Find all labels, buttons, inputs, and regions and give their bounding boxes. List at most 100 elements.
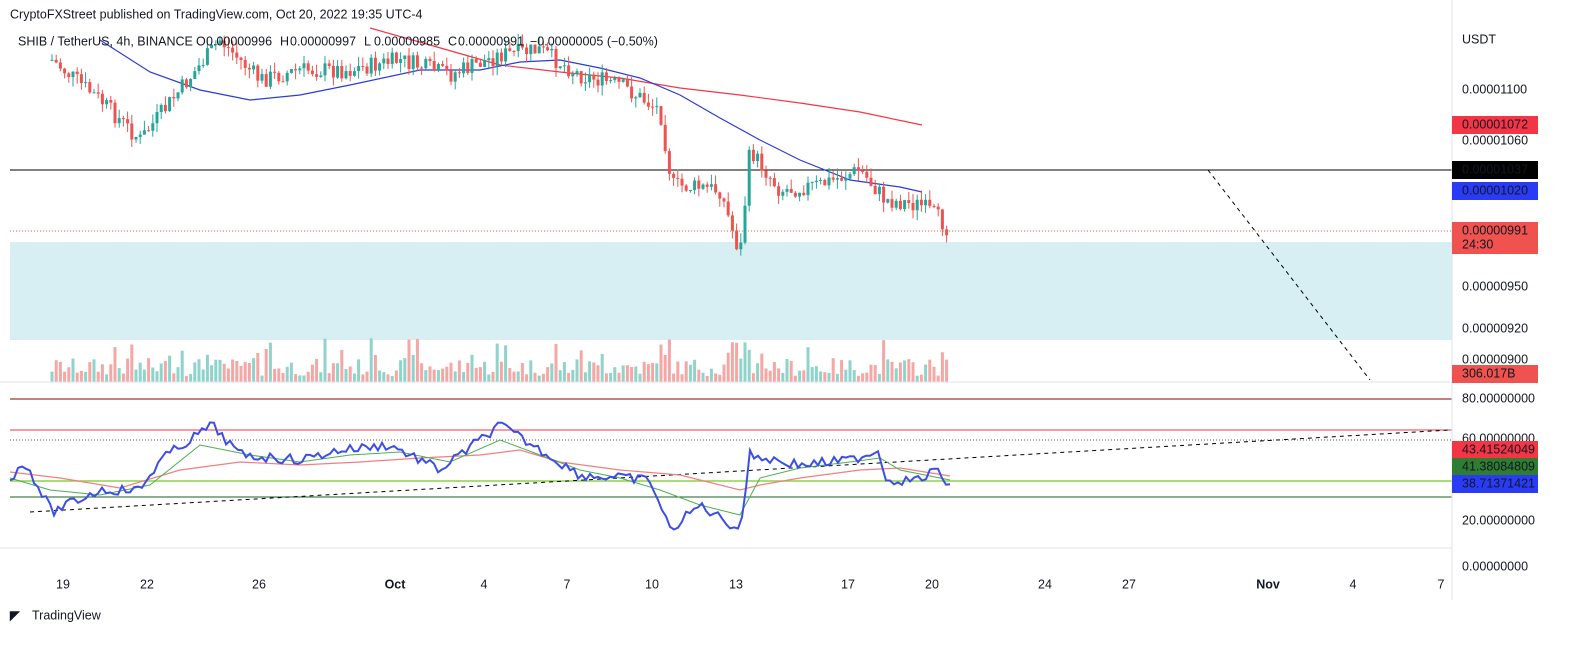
volume — [50, 338, 949, 382]
candle-body — [903, 200, 907, 210]
candle-body — [109, 100, 113, 103]
candle-body — [54, 59, 58, 63]
ma-50 — [99, 39, 923, 193]
candle-body — [323, 63, 327, 76]
candle-body — [714, 184, 718, 193]
ohlc-key: H — [280, 34, 289, 48]
candle-body — [151, 123, 155, 131]
candle-body — [659, 106, 663, 125]
candle-body — [861, 170, 865, 172]
symbol: SHIB / TetherUS, 4h, BINANCE — [18, 34, 193, 48]
volume-bar — [151, 367, 155, 382]
candle-body — [810, 182, 814, 184]
candle-body — [243, 59, 247, 68]
countdown: 24:30 — [1462, 237, 1493, 251]
candle-body — [319, 75, 323, 77]
volume-bar — [306, 371, 310, 382]
volume-bar — [420, 363, 424, 382]
candle-body — [827, 177, 831, 186]
volume-bar — [138, 362, 142, 382]
rsi-badge-bg — [1452, 441, 1538, 459]
candle-body — [798, 192, 802, 197]
volume-bar — [319, 372, 323, 382]
volume-bar — [651, 363, 655, 382]
candle-body — [504, 48, 508, 62]
volume-bar — [172, 373, 176, 382]
time-label: 7 — [1438, 577, 1445, 591]
volume-bar — [865, 372, 869, 382]
volume-bar — [621, 365, 625, 382]
volume-bar — [579, 350, 583, 382]
volume-bar — [667, 339, 671, 382]
volume-bar — [911, 362, 915, 382]
volume-bar — [806, 347, 810, 382]
candle-body — [474, 59, 478, 63]
volume-bar — [226, 368, 230, 382]
candle-body — [760, 153, 764, 171]
candle-body — [844, 178, 848, 181]
volume-bar — [483, 361, 487, 382]
volume-bar — [680, 374, 684, 382]
volume-bar — [672, 373, 676, 382]
time-label: 22 — [140, 577, 154, 591]
rsi-trend-line — [29, 429, 1451, 513]
candle-body — [520, 43, 524, 48]
candle-body — [67, 73, 71, 78]
candle-body — [50, 59, 54, 61]
candle-body — [264, 74, 268, 87]
volume-bar — [919, 374, 923, 382]
price-badge: 0.00001037 — [1462, 162, 1528, 176]
volume-bar — [407, 339, 411, 382]
volume-bar — [235, 361, 239, 382]
volume-bar — [638, 373, 642, 382]
volume-bar — [193, 362, 197, 382]
candle-body — [516, 43, 520, 52]
volume-bar — [600, 353, 604, 382]
candle-body — [915, 199, 919, 211]
candle-body — [142, 130, 146, 135]
volume-bar — [411, 354, 415, 382]
candle-body — [529, 44, 533, 55]
volume-bar — [730, 342, 734, 382]
candle-body — [592, 74, 596, 80]
candle-body — [168, 97, 172, 112]
candle-body — [722, 198, 726, 202]
volume-bar — [630, 366, 634, 382]
candle-body — [525, 47, 529, 55]
volume-bar — [718, 374, 722, 382]
volume-bar — [928, 359, 932, 382]
volume-bar — [516, 371, 520, 382]
candle-body — [361, 66, 365, 68]
volume-bar — [462, 371, 466, 382]
candle-body — [306, 63, 310, 71]
candle-body — [764, 170, 768, 178]
volume-bar — [508, 367, 512, 382]
candle-body — [75, 71, 79, 75]
volume-bar — [273, 368, 277, 382]
candle-body — [147, 130, 151, 132]
volume-bar — [751, 373, 755, 382]
volume-bar — [798, 370, 802, 382]
rsi-ma-fast — [9, 439, 951, 516]
volume-bar — [197, 359, 201, 382]
candle-body — [936, 206, 940, 210]
publisher: CryptoFXStreet published on TradingView.… — [10, 7, 423, 21]
volume-bar — [541, 373, 545, 382]
candle-body — [197, 65, 201, 72]
candle-body — [571, 73, 575, 77]
volume-bar — [772, 361, 776, 382]
volume-bar — [634, 366, 638, 382]
volume-bar — [109, 364, 113, 382]
volume-bar — [117, 368, 121, 382]
volume-bar — [873, 365, 877, 382]
candle-body — [924, 199, 928, 206]
candle-body — [92, 92, 96, 94]
candle-body — [214, 44, 218, 46]
candle-body — [172, 97, 176, 99]
candle-body — [420, 67, 424, 69]
candle-body — [273, 71, 277, 73]
volume-bar — [189, 374, 193, 382]
volume-bar — [424, 370, 428, 382]
time-label: 4 — [481, 577, 488, 591]
